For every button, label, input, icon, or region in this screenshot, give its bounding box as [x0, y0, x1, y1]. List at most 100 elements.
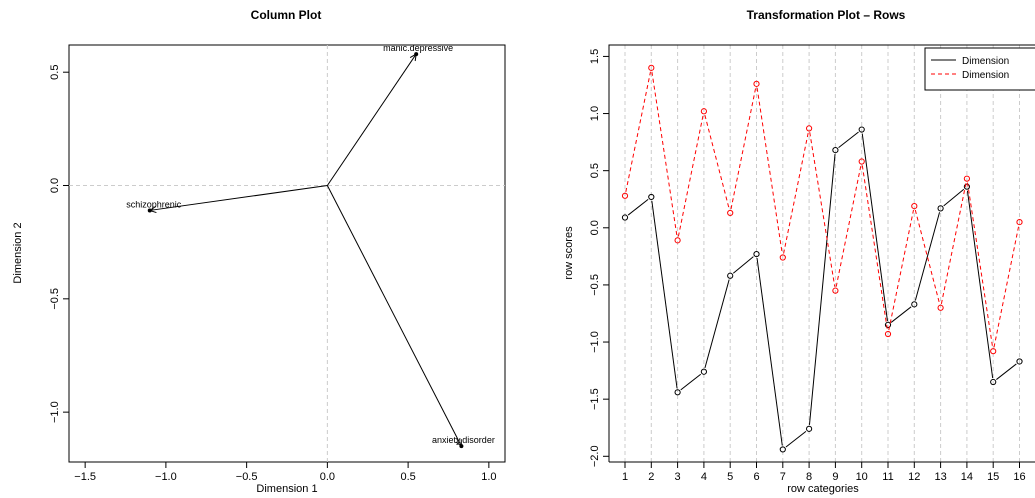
column-plot-panel: Column Plot −1.5 −1.0 −0.5 0.0 0.5 1.0 −1.0 −0…	[12, 8, 506, 495]
data-point	[832, 287, 839, 294]
data-point	[648, 193, 655, 201]
series-line-segment	[704, 115, 730, 210]
data-point	[963, 175, 971, 182]
x-tick-label: 8	[806, 471, 812, 483]
category-label: anxiety.disorder	[432, 435, 495, 445]
series-line-segment	[785, 430, 807, 448]
x-tick-label: 7	[780, 471, 786, 483]
data-point	[674, 389, 681, 396]
data-point	[700, 368, 708, 375]
data-point	[806, 425, 813, 432]
x-tick-label: 2	[648, 471, 654, 483]
x-axis-label: Dimension 1	[256, 483, 317, 495]
x-tick-label: 1	[622, 471, 628, 483]
series	[621, 64, 1023, 453]
x-tick-label: 15	[987, 471, 999, 483]
reference-lines	[69, 45, 505, 462]
data-point	[1016, 218, 1023, 226]
x-tick-label: 12	[908, 471, 920, 483]
series-line-segment	[783, 132, 809, 254]
legend-box	[924, 47, 1035, 91]
y-tick-label: 1.0	[589, 106, 601, 121]
legend: Dimension Dimension	[924, 47, 1035, 91]
data-point	[937, 304, 944, 311]
x-axis-label: row categories	[787, 483, 859, 495]
y-tick-label: 1.5	[589, 49, 601, 64]
transformation-plot-title: Transformation Plot – Rows	[747, 8, 906, 22]
category-point	[147, 208, 152, 213]
series-1	[621, 126, 1023, 453]
series-line-segment	[756, 87, 783, 254]
data-point	[727, 272, 734, 279]
x-tick-label: 0.5	[400, 471, 415, 483]
data-point	[753, 250, 760, 258]
legend-label-series-2: Dimension	[962, 70, 1009, 81]
series-line-segment	[627, 199, 649, 216]
series-line-segment	[808, 154, 836, 425]
data-point	[937, 205, 944, 212]
x-tick-label: 6	[753, 471, 759, 483]
y-axis-label: Dimension 2	[12, 222, 24, 283]
data-point	[648, 64, 655, 71]
category-point	[459, 444, 464, 449]
data-point	[806, 125, 813, 132]
category-label: schizophrenic	[126, 199, 182, 209]
series-line-segment	[677, 115, 704, 237]
data-point	[911, 202, 918, 210]
data-point	[779, 446, 786, 453]
arrow-line	[149, 185, 328, 211]
y-axis-label: row scores	[563, 226, 575, 280]
legend-label-series-1: Dimension	[962, 56, 1009, 67]
arrow-line	[326, 53, 417, 186]
series-line-segment	[625, 71, 651, 192]
y-axis: −1.0 −0.5 0.0 0.5	[49, 65, 69, 423]
series-line-segment	[651, 71, 678, 237]
x-tick-label: 3	[675, 471, 681, 483]
x-tick-label: 5	[727, 471, 733, 483]
series-line-segment	[809, 132, 836, 287]
series-line-segment	[914, 209, 941, 305]
transformation-plot-frame	[608, 44, 1035, 463]
series-line-segment	[838, 131, 859, 149]
x-tick-label: 16	[1013, 471, 1025, 483]
data-point	[674, 237, 681, 244]
data-point	[911, 301, 918, 308]
x-tick-label: −0.5	[236, 471, 258, 483]
series-line-segment	[967, 182, 994, 348]
y-tick-label: 0.0	[589, 220, 601, 235]
vertical-gridlines	[624, 45, 1020, 462]
x-axis: 1 2 3 4 5 6 7 8 9 10 11 12 13 14 15 16	[622, 462, 1026, 483]
x-tick-label: −1.0	[155, 471, 177, 483]
transformation-plot-panel: Transformation Plot – Rows 1 2 3 4 5 6 7 8 9 10 11…	[563, 8, 1035, 495]
data-point	[1016, 358, 1023, 365]
series-line-segment	[651, 200, 678, 389]
x-tick-label: 0.0	[320, 471, 335, 483]
y-tick-label: 0.5	[589, 163, 601, 178]
data-point	[884, 330, 892, 338]
data-point	[621, 192, 629, 199]
data-point	[621, 214, 629, 221]
y-tick-label: −1.0	[589, 331, 601, 353]
series-line-segment	[861, 133, 888, 322]
x-tick-label: 9	[832, 471, 838, 483]
arrow-line	[326, 185, 462, 447]
series-line-segment	[732, 256, 754, 274]
x-tick-label: 13	[934, 471, 946, 483]
series-line-segment	[756, 257, 783, 446]
x-axis: −1.5 −1.0 −0.5 0.0 0.5 1.0	[74, 462, 497, 483]
x-tick-label: 14	[961, 471, 973, 483]
series-line-segment	[943, 188, 965, 207]
series-line-segment	[888, 209, 914, 331]
x-tick-label: 4	[701, 471, 707, 483]
data-point	[858, 126, 865, 133]
column-plot-frame	[68, 44, 506, 463]
data-point	[990, 378, 997, 386]
category-label: manic.depressive	[383, 43, 453, 53]
series-line-segment	[861, 165, 888, 331]
data-point	[779, 254, 786, 261]
y-tick-label: −0.5	[49, 288, 61, 310]
arrows: manic.depressive schizophrenic anxiety.dis…	[126, 43, 495, 449]
data-point	[727, 209, 734, 217]
category-point	[414, 52, 419, 57]
